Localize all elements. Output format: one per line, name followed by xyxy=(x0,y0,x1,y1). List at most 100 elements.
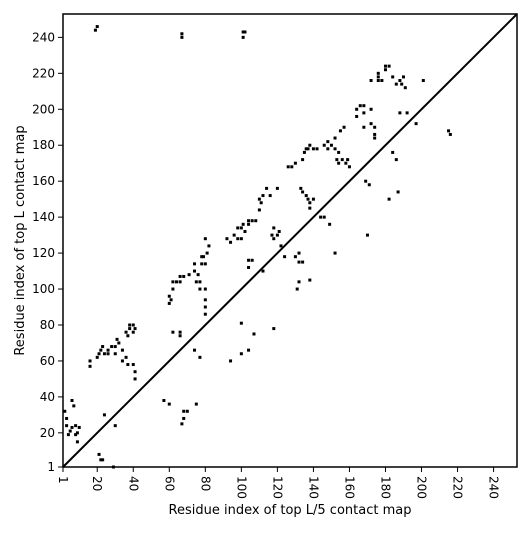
contact-point xyxy=(232,233,236,237)
contact-point xyxy=(394,158,398,162)
contact-point xyxy=(72,404,76,408)
contact-point xyxy=(167,402,171,406)
y-tick-label: 80 xyxy=(40,318,55,332)
contact-point xyxy=(93,28,97,32)
contact-point xyxy=(376,75,380,79)
contact-point xyxy=(358,104,362,108)
contact-point xyxy=(342,125,346,129)
contact-point xyxy=(180,32,184,36)
y-tick-label: 180 xyxy=(32,138,55,152)
contact-point xyxy=(178,280,182,284)
contact-point xyxy=(241,35,245,39)
contact-point xyxy=(391,150,395,154)
contact-point xyxy=(304,147,308,151)
points-layer xyxy=(63,25,452,469)
contact-point xyxy=(63,409,67,413)
contact-point xyxy=(387,64,391,68)
contact-point xyxy=(275,186,279,190)
contact-point xyxy=(302,150,306,154)
contact-point xyxy=(133,377,137,381)
contact-point xyxy=(247,265,251,269)
contact-point xyxy=(250,219,254,223)
contact-point xyxy=(319,215,323,219)
contact-point xyxy=(185,409,189,413)
contact-point xyxy=(387,197,391,201)
contact-point xyxy=(376,79,380,83)
contact-point xyxy=(113,424,117,428)
contact-point xyxy=(180,35,184,39)
contact-point xyxy=(203,305,207,309)
contact-point xyxy=(272,327,276,331)
contact-point xyxy=(126,334,130,338)
y-axis-label: Residue index of top L contact map xyxy=(13,125,28,355)
contact-point xyxy=(265,186,269,190)
contact-point xyxy=(257,197,261,201)
contact-point xyxy=(283,255,287,259)
contact-point xyxy=(286,165,290,169)
contact-point xyxy=(301,260,305,264)
x-tick-label: 200 xyxy=(415,476,429,499)
contact-point xyxy=(362,111,366,115)
y-tick-label: 60 xyxy=(40,354,55,368)
x-tick-label: 80 xyxy=(198,476,212,491)
contact-point xyxy=(200,255,204,259)
contact-point xyxy=(376,71,380,75)
contact-point xyxy=(193,269,197,273)
contact-point xyxy=(308,201,312,205)
contact-point xyxy=(297,251,301,255)
contact-point xyxy=(247,258,251,262)
contact-point xyxy=(229,359,233,363)
plot-frame xyxy=(62,13,518,468)
contact-point xyxy=(421,79,425,83)
contact-point xyxy=(259,201,263,205)
contact-point xyxy=(369,122,373,126)
contact-point xyxy=(272,237,276,241)
contact-point xyxy=(380,79,384,83)
diagonal-line xyxy=(62,13,518,468)
y-tick-label: 160 xyxy=(32,174,55,188)
contact-point xyxy=(328,222,332,226)
contact-point xyxy=(99,458,103,462)
contact-point xyxy=(124,330,128,334)
contact-point xyxy=(178,274,182,278)
contact-point xyxy=(88,364,92,368)
contact-point xyxy=(333,147,337,151)
contact-point xyxy=(254,219,258,223)
contact-point xyxy=(187,273,191,277)
contact-point xyxy=(196,273,200,277)
contact-point xyxy=(162,398,166,402)
contact-point xyxy=(403,86,407,90)
x-tick-label: 120 xyxy=(270,476,284,499)
y-tick-label: 40 xyxy=(40,390,55,404)
contact-point xyxy=(347,165,351,169)
contact-point xyxy=(133,327,137,331)
contact-point xyxy=(383,64,387,68)
contact-point xyxy=(277,230,281,234)
contact-point xyxy=(306,147,310,151)
contact-point xyxy=(346,158,350,162)
contact-point xyxy=(75,440,79,444)
contact-point xyxy=(203,298,207,302)
contact-point xyxy=(203,262,207,266)
contact-point xyxy=(333,136,337,140)
contact-point xyxy=(120,359,124,363)
x-tick-label: 220 xyxy=(451,476,465,499)
contact-point xyxy=(70,425,74,429)
contact-point xyxy=(279,244,283,248)
contact-point xyxy=(338,129,342,133)
y-tick-label: 1 xyxy=(47,460,55,474)
contact-point xyxy=(250,258,254,262)
contact-point xyxy=(236,226,240,230)
contact-point xyxy=(97,452,101,456)
contact-point xyxy=(171,287,175,291)
contact-point xyxy=(369,107,373,111)
contact-point xyxy=(70,398,74,402)
contact-point xyxy=(239,321,243,325)
contact-point xyxy=(400,82,404,86)
contact-point xyxy=(239,237,243,241)
contact-point xyxy=(239,226,243,230)
contact-point xyxy=(128,327,132,331)
contact-point xyxy=(447,129,451,133)
contact-point xyxy=(113,352,117,356)
x-tick-label: 160 xyxy=(342,476,356,499)
